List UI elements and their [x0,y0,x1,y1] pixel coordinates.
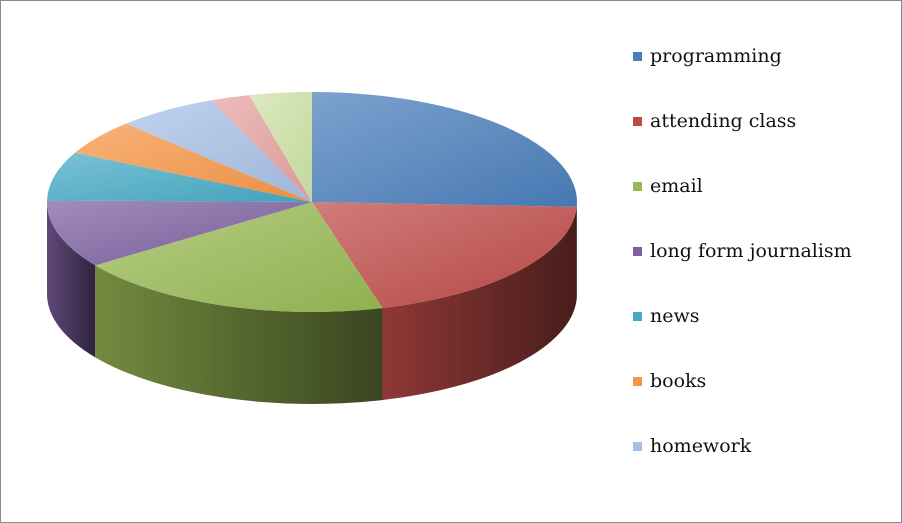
legend-label: long form journalism [650,240,852,262]
slice-homework [126,100,312,202]
slice-long-form-journalism [46,200,312,266]
legend-label: programming [650,45,782,67]
legend-swatch [633,377,642,386]
legend-item-email: email [633,171,852,236]
slice-9 [249,92,312,202]
slice-attending-class [312,202,577,309]
slice-programming [312,92,577,207]
legend-label: email [650,175,703,197]
slice-news [47,152,312,202]
legend-label: attending class [650,110,797,132]
side-attending-class [382,206,577,401]
legend-swatch [633,52,642,61]
slice-email [95,202,383,312]
pie-top-face [46,92,577,312]
pie-side-walls [47,202,577,404]
legend: programming attending class email long form… [633,41,852,496]
legend-swatch [633,117,642,126]
side-email [95,265,383,404]
legend-swatch [633,442,642,451]
slice-books [74,123,312,202]
legend-item-news: news [633,301,852,366]
side-long-form-journalism [47,202,96,358]
legend-label: books [650,370,707,392]
legend-item-books: books [633,366,852,431]
slice-8 [211,95,312,202]
legend-swatch [633,182,642,191]
legend-item-long-form-journalism: long form journalism [633,236,852,301]
legend-swatch [633,312,642,321]
legend-item-homework: homework [633,431,852,496]
legend-item-attending-class: attending class [633,106,852,171]
legend-swatch [633,247,642,256]
legend-label: news [650,305,700,327]
legend-label: homework [650,435,752,457]
legend-item-programming: programming [633,41,852,106]
